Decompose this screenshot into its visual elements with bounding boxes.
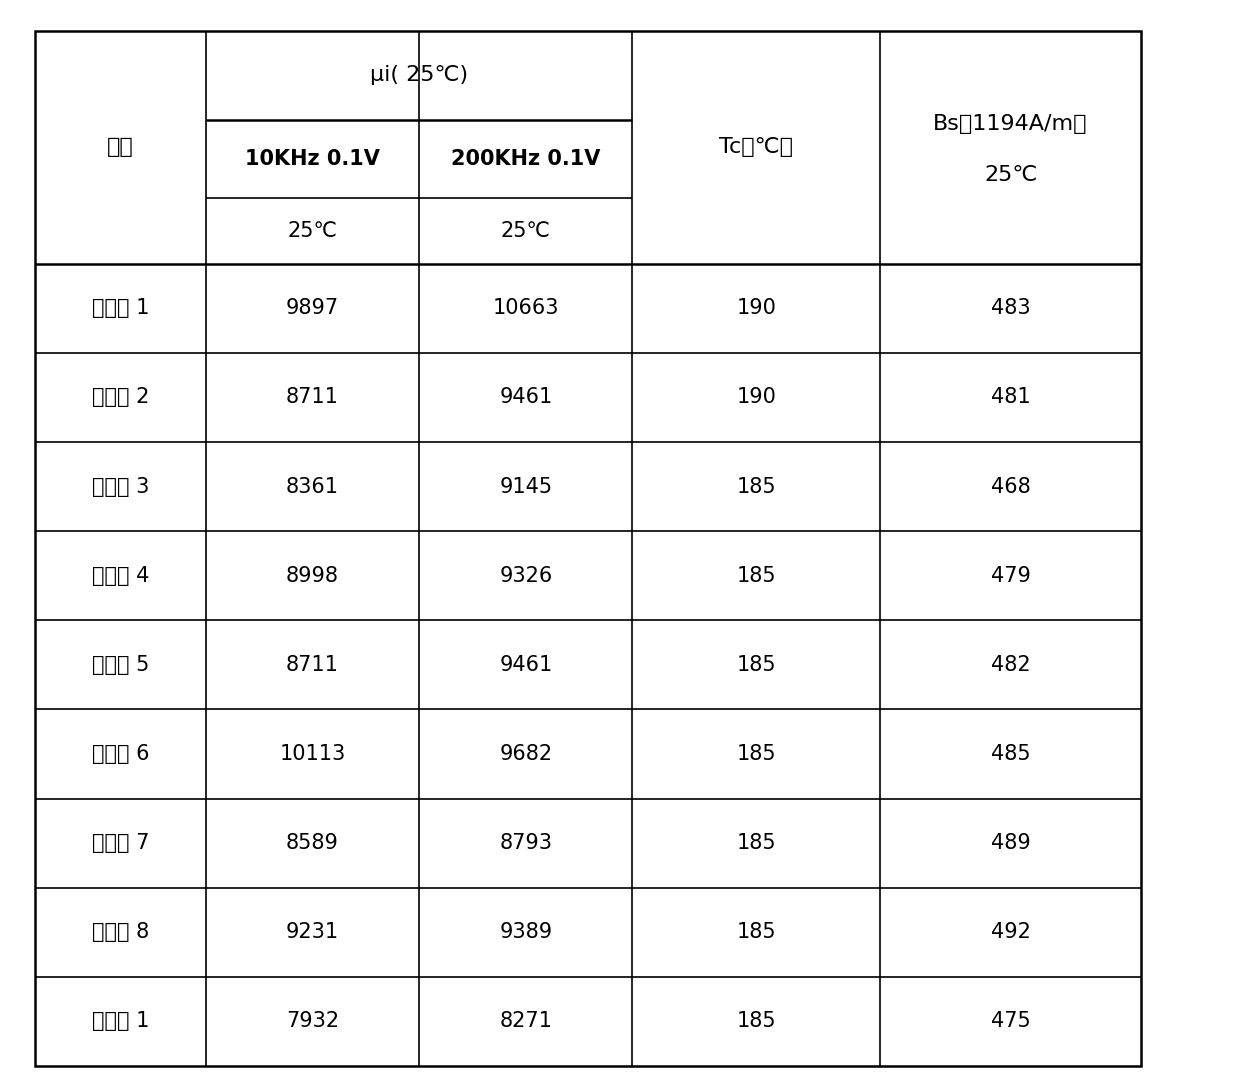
Text: 10KHz 0.1V: 10KHz 0.1V [246, 149, 379, 169]
Text: 185: 185 [737, 566, 776, 585]
Text: 185: 185 [737, 744, 776, 764]
Text: 185: 185 [737, 922, 776, 943]
Text: 实施例 3: 实施例 3 [92, 476, 149, 497]
Text: 9231: 9231 [286, 922, 339, 943]
Text: 185: 185 [737, 655, 776, 675]
Text: 8711: 8711 [286, 655, 339, 675]
Text: 185: 185 [737, 476, 776, 497]
Text: 25℃: 25℃ [288, 221, 337, 241]
Text: 492: 492 [991, 922, 1030, 943]
Text: 实施例 7: 实施例 7 [92, 833, 149, 853]
Text: 200KHz 0.1V: 200KHz 0.1V [451, 149, 600, 169]
Text: 8711: 8711 [286, 387, 339, 408]
Text: 483: 483 [991, 299, 1030, 318]
Text: 8793: 8793 [500, 833, 552, 853]
Text: 9461: 9461 [500, 655, 552, 675]
Text: 479: 479 [991, 566, 1030, 585]
Text: 185: 185 [737, 1012, 776, 1031]
Text: μi( 25℃): μi( 25℃) [370, 65, 469, 85]
Text: 9897: 9897 [286, 299, 339, 318]
Text: 475: 475 [991, 1012, 1030, 1031]
Text: 468: 468 [991, 476, 1030, 497]
Text: 8998: 8998 [286, 566, 339, 585]
Text: 482: 482 [991, 655, 1030, 675]
Text: 9461: 9461 [500, 387, 552, 408]
Text: 9682: 9682 [500, 744, 552, 764]
Text: 10113: 10113 [279, 744, 346, 764]
Text: 8271: 8271 [500, 1012, 552, 1031]
Text: Bs（1194A/m）: Bs（1194A/m） [934, 113, 1087, 134]
Text: 185: 185 [737, 833, 776, 853]
Text: 实施例 5: 实施例 5 [92, 655, 149, 675]
Text: 实施例 2: 实施例 2 [92, 387, 149, 408]
Text: 8361: 8361 [286, 476, 339, 497]
Text: Tc（℃）: Tc（℃） [719, 137, 794, 157]
Text: 489: 489 [991, 833, 1030, 853]
Text: 190: 190 [737, 387, 776, 408]
Text: 25℃: 25℃ [983, 166, 1038, 185]
Text: 序号: 序号 [107, 137, 134, 157]
Text: 485: 485 [991, 744, 1030, 764]
Text: 实施例 4: 实施例 4 [92, 566, 149, 585]
Text: 8589: 8589 [286, 833, 339, 853]
Text: 实施例 1: 实施例 1 [92, 299, 149, 318]
Text: 9145: 9145 [500, 476, 552, 497]
Text: 190: 190 [737, 299, 776, 318]
Text: 实施例 8: 实施例 8 [92, 922, 149, 943]
Text: 9389: 9389 [500, 922, 552, 943]
Text: 实施例 6: 实施例 6 [92, 744, 149, 764]
Text: 481: 481 [991, 387, 1030, 408]
Text: 7932: 7932 [286, 1012, 339, 1031]
Text: 10663: 10663 [492, 299, 559, 318]
Text: 9326: 9326 [500, 566, 552, 585]
Text: 25℃: 25℃ [501, 221, 551, 241]
Bar [35, 31, 1141, 1066]
Text: 对比例 1: 对比例 1 [92, 1012, 149, 1031]
